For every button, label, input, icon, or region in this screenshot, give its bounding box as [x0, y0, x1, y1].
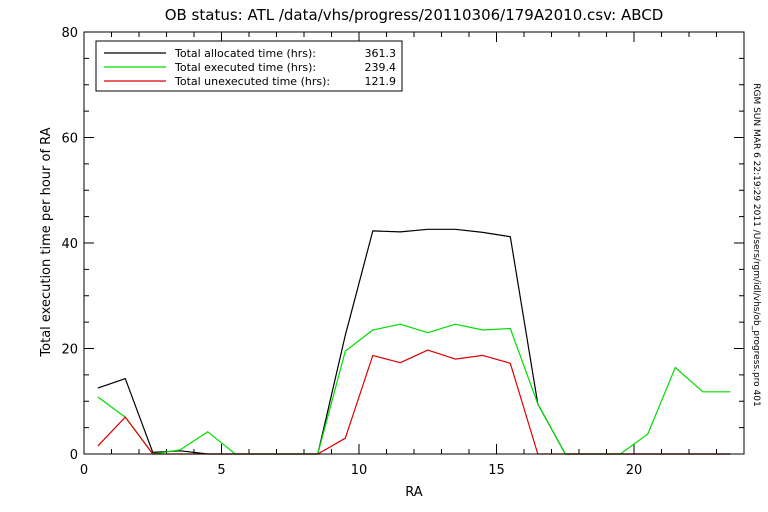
- legend-box: [95, 40, 403, 92]
- x-tick-label: 5: [217, 463, 225, 478]
- x-tick-label: 10: [351, 463, 368, 478]
- y-tick-label: 80: [61, 26, 78, 41]
- y-tick-label: 0: [70, 448, 78, 463]
- plot-frame: [83, 31, 745, 455]
- y-tick-label: 60: [61, 132, 78, 147]
- legend: Total allocated time (hrs): Total execut…: [95, 40, 403, 92]
- legend-total-executed: 239.4: [365, 61, 397, 74]
- legend-total-unexecuted: 121.9: [365, 75, 397, 88]
- axes-ticks: [83, 31, 745, 455]
- series-line-unexecuted: [97, 349, 731, 455]
- series-lines: [97, 228, 731, 455]
- x-tick-label: 20: [626, 463, 643, 478]
- side-annotation: RGM SUN MAR 6 22:19:29 2011 /Users/rgm/i…: [751, 83, 761, 406]
- y-axis-label: Total execution time per hour of RA: [39, 127, 54, 357]
- chart-title: OB status: ATL /data/vhs/progress/201103…: [165, 6, 664, 24]
- legend-label-allocated: Total allocated time (hrs):: [174, 47, 316, 60]
- legend-label-executed: Total executed time (hrs):: [174, 61, 316, 74]
- y-tick-label: 40: [61, 237, 78, 252]
- legend-total-allocated: 361.3: [365, 47, 397, 60]
- series-line-allocated: [97, 228, 731, 455]
- x-axis-label: RA: [405, 485, 423, 500]
- y-tick-labels: 0 20 40 60 80: [61, 26, 78, 463]
- x-tick-label: 15: [488, 463, 505, 478]
- series-line-executed: [97, 323, 731, 455]
- y-tick-label: 20: [61, 343, 78, 358]
- x-tick-label: 0: [80, 463, 88, 478]
- legend-label-unexecuted: Total unexecuted time (hrs):: [174, 75, 330, 88]
- x-tick-labels: 0 5 10 15 20: [80, 463, 642, 478]
